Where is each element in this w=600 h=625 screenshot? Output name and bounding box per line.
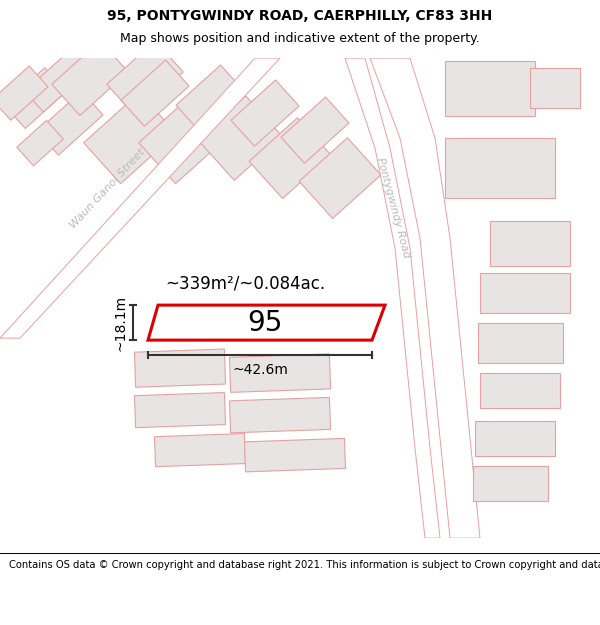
Polygon shape	[176, 65, 244, 131]
Polygon shape	[107, 41, 183, 116]
Polygon shape	[148, 305, 220, 340]
Polygon shape	[17, 121, 63, 166]
Polygon shape	[445, 61, 535, 116]
Polygon shape	[473, 466, 548, 501]
Text: ~339m²/~0.084ac.: ~339m²/~0.084ac.	[165, 274, 325, 292]
Polygon shape	[139, 92, 231, 184]
Polygon shape	[445, 138, 555, 198]
Polygon shape	[37, 91, 103, 155]
Text: 95: 95	[247, 309, 283, 337]
Polygon shape	[0, 66, 48, 120]
Polygon shape	[480, 273, 570, 313]
Text: ~42.6m: ~42.6m	[232, 363, 288, 377]
Polygon shape	[530, 68, 580, 108]
Polygon shape	[478, 323, 563, 363]
Polygon shape	[480, 372, 560, 408]
Text: 95, PONTYGWINDY ROAD, CAERPHILLY, CF83 3HH: 95, PONTYGWINDY ROAD, CAERPHILLY, CF83 3…	[107, 9, 493, 23]
Polygon shape	[229, 398, 331, 433]
Polygon shape	[229, 354, 331, 392]
Polygon shape	[148, 305, 385, 340]
Polygon shape	[370, 58, 480, 538]
Polygon shape	[490, 221, 570, 266]
Polygon shape	[475, 421, 555, 456]
Polygon shape	[245, 438, 346, 472]
Polygon shape	[25, 44, 95, 112]
Polygon shape	[4, 68, 66, 128]
Polygon shape	[52, 41, 128, 116]
Polygon shape	[134, 349, 226, 387]
Polygon shape	[0, 58, 280, 338]
Polygon shape	[281, 97, 349, 163]
Polygon shape	[215, 305, 305, 340]
Polygon shape	[249, 118, 331, 199]
Text: Waun Ganol Street: Waun Ganol Street	[68, 146, 148, 230]
Text: Contains OS data © Crown copyright and database right 2021. This information is : Contains OS data © Crown copyright and d…	[9, 560, 600, 570]
Polygon shape	[84, 92, 176, 184]
Polygon shape	[300, 305, 385, 340]
Polygon shape	[134, 392, 226, 428]
Polygon shape	[121, 60, 189, 126]
Polygon shape	[197, 96, 283, 180]
Text: Map shows position and indicative extent of the property.: Map shows position and indicative extent…	[120, 32, 480, 46]
Polygon shape	[231, 80, 299, 146]
Text: ~18.1m: ~18.1m	[114, 294, 128, 351]
Polygon shape	[345, 58, 440, 538]
Polygon shape	[155, 434, 245, 467]
Polygon shape	[299, 138, 381, 219]
Text: Pontygwindy Road: Pontygwindy Road	[375, 157, 411, 259]
